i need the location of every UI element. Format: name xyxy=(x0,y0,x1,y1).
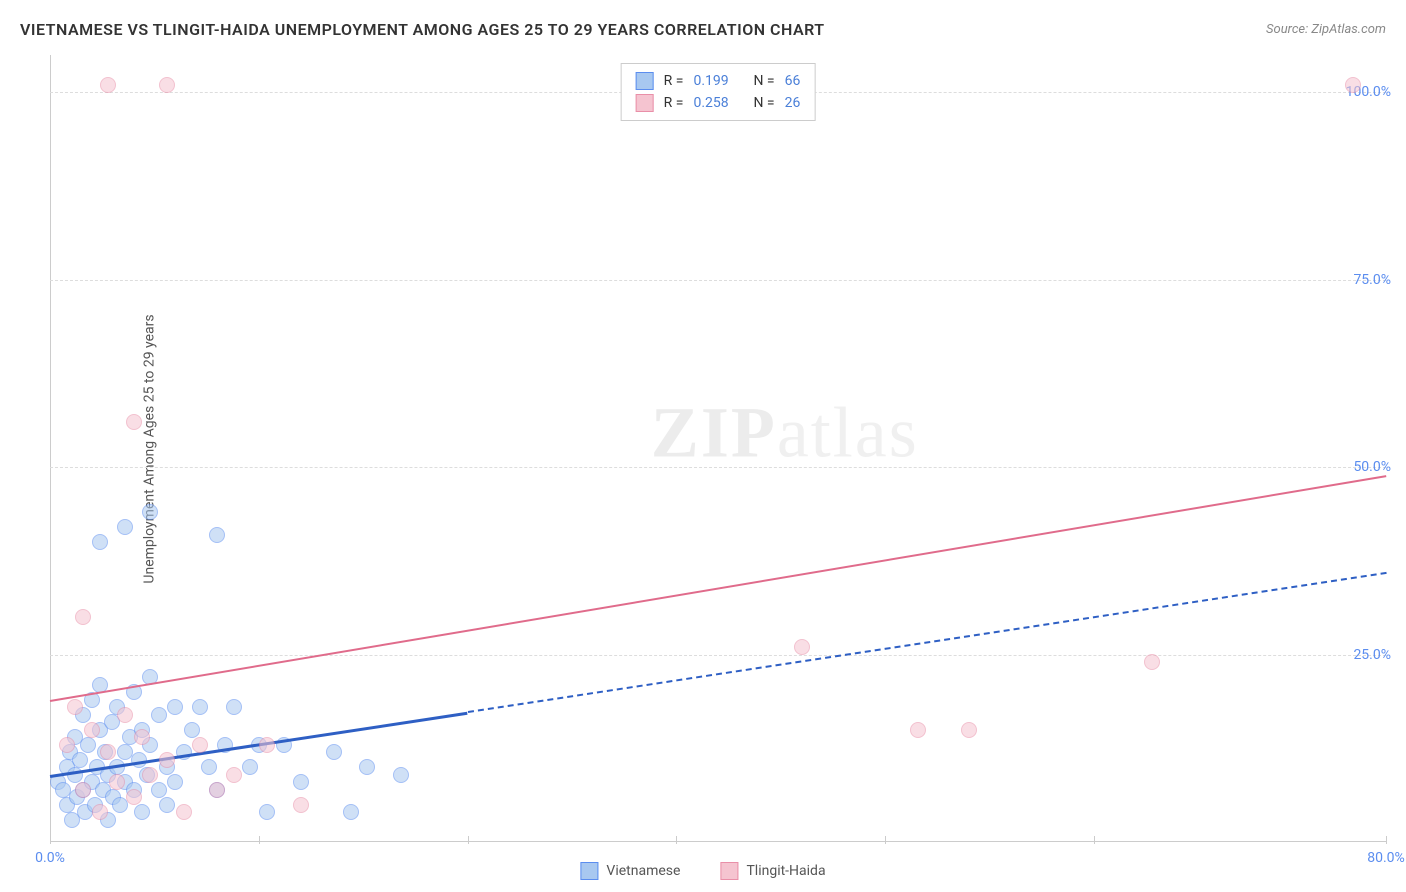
x-tick xyxy=(676,836,677,844)
scatter-point xyxy=(151,707,167,723)
scatter-point xyxy=(1345,77,1361,93)
stats-row: R = 0.258 N = 26 xyxy=(636,92,801,114)
legend-label: Tlingit-Haida xyxy=(746,863,825,879)
scatter-point xyxy=(126,414,142,430)
scatter-point xyxy=(184,722,200,738)
x-tick xyxy=(50,836,51,844)
scatter-point xyxy=(159,797,175,813)
chart-title: VIETNAMESE VS TLINGIT-HAIDA UNEMPLOYMENT… xyxy=(20,20,825,39)
y-tick-label: 25.0% xyxy=(1353,647,1391,663)
y-tick-label: 50.0% xyxy=(1353,459,1391,475)
scatter-point xyxy=(192,699,208,715)
chart-area: Unemployment Among Ages 25 to 29 years Z… xyxy=(50,55,1386,842)
scatter-point xyxy=(393,767,409,783)
scatter-point xyxy=(75,609,91,625)
scatter-point xyxy=(961,722,977,738)
x-tick xyxy=(468,836,469,844)
r-value: 0.199 xyxy=(693,73,743,89)
legend-swatch xyxy=(636,94,654,112)
scatter-point xyxy=(226,699,242,715)
scatter-point xyxy=(209,527,225,543)
scatter-point xyxy=(92,804,108,820)
y-tick-label: 75.0% xyxy=(1353,272,1391,288)
r-label: R = xyxy=(664,95,684,111)
scatter-point xyxy=(117,519,133,535)
n-value: 26 xyxy=(785,95,801,111)
scatter-point xyxy=(226,767,242,783)
trend-line xyxy=(50,475,1386,702)
legend-item: Tlingit-Haida xyxy=(720,862,825,880)
x-tick-label: 0.0% xyxy=(35,850,65,866)
scatter-point xyxy=(242,759,258,775)
r-value: 0.258 xyxy=(693,95,743,111)
scatter-point xyxy=(259,737,275,753)
legend-swatch xyxy=(580,862,598,880)
gridline xyxy=(50,467,1386,468)
scatter-point xyxy=(343,804,359,820)
source-label: Source: ZipAtlas.com xyxy=(1266,22,1386,37)
scatter-point xyxy=(167,774,183,790)
scatter-point xyxy=(131,752,147,768)
gridline xyxy=(50,280,1386,281)
scatter-point xyxy=(92,534,108,550)
scatter-point xyxy=(134,804,150,820)
scatter-point xyxy=(134,729,150,745)
scatter-point xyxy=(67,699,83,715)
stats-legend-box: R = 0.199 N = 66 R = 0.258 N = 26 xyxy=(621,63,816,121)
scatter-point xyxy=(176,804,192,820)
scatter-point xyxy=(293,774,309,790)
legend-item: Vietnamese xyxy=(580,862,680,880)
scatter-point xyxy=(151,782,167,798)
plot-area: ZIPatlas 25.0%50.0%75.0%100.0%0.0%80.0% xyxy=(50,55,1386,842)
x-tick-label: 80.0% xyxy=(1367,850,1405,866)
scatter-point xyxy=(84,722,100,738)
n-value: 66 xyxy=(785,73,801,89)
scatter-point xyxy=(100,77,116,93)
scatter-point xyxy=(201,759,217,775)
n-label: N = xyxy=(753,95,774,111)
scatter-point xyxy=(159,77,175,93)
scatter-point xyxy=(209,782,225,798)
scatter-point xyxy=(109,774,125,790)
scatter-point xyxy=(142,767,158,783)
legend-swatch xyxy=(720,862,738,880)
scatter-point xyxy=(75,782,91,798)
x-tick xyxy=(885,836,886,844)
x-tick xyxy=(259,836,260,844)
n-label: N = xyxy=(753,73,774,89)
r-label: R = xyxy=(664,73,684,89)
gridline xyxy=(50,655,1386,656)
stats-row: R = 0.199 N = 66 xyxy=(636,70,801,92)
scatter-point xyxy=(794,639,810,655)
legend-label: Vietnamese xyxy=(606,863,680,879)
x-tick xyxy=(1386,836,1387,844)
scatter-point xyxy=(359,759,375,775)
scatter-point xyxy=(59,737,75,753)
scatter-point xyxy=(126,789,142,805)
scatter-point xyxy=(167,699,183,715)
x-tick xyxy=(1094,836,1095,844)
scatter-point xyxy=(117,707,133,723)
scatter-point xyxy=(142,504,158,520)
scatter-point xyxy=(259,804,275,820)
scatter-point xyxy=(192,737,208,753)
legend-bottom: Vietnamese Tlingit-Haida xyxy=(580,862,825,880)
scatter-point xyxy=(293,797,309,813)
scatter-point xyxy=(72,752,88,768)
trend-line xyxy=(467,572,1386,713)
scatter-point xyxy=(326,744,342,760)
scatter-point xyxy=(159,752,175,768)
scatter-point xyxy=(910,722,926,738)
scatter-point xyxy=(100,744,116,760)
scatter-point xyxy=(80,737,96,753)
legend-swatch xyxy=(636,72,654,90)
watermark: ZIPatlas xyxy=(651,391,919,474)
scatter-point xyxy=(1144,654,1160,670)
